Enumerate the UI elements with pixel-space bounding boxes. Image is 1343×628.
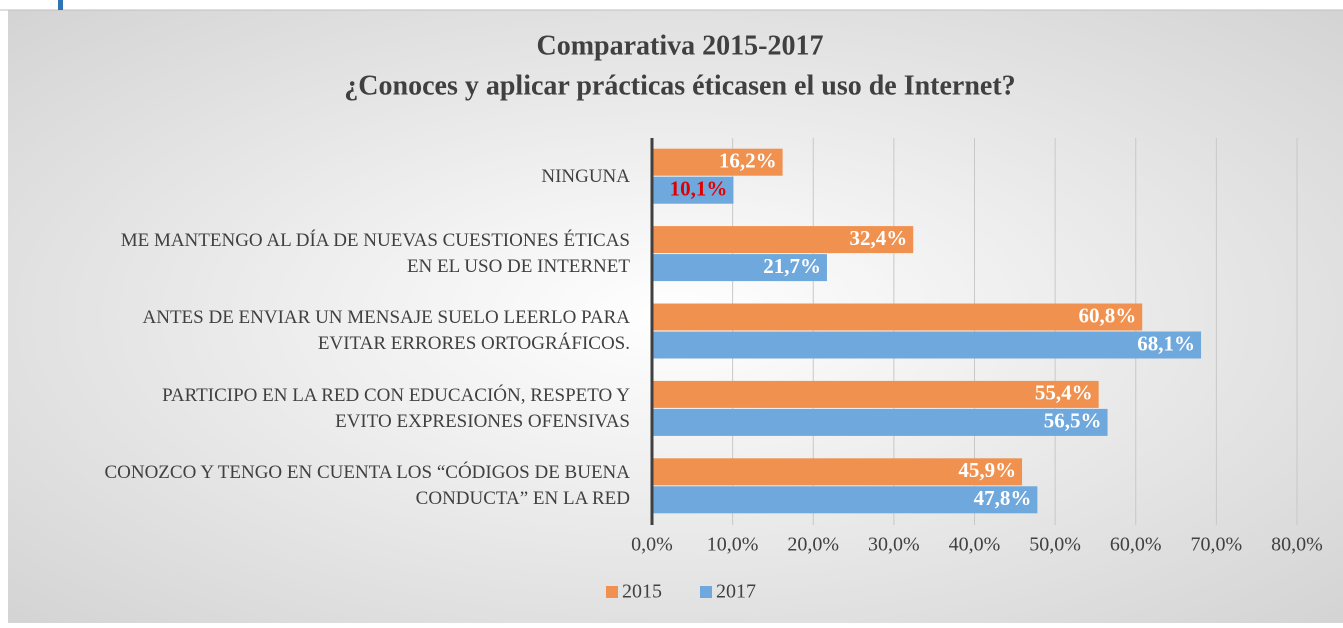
bar bbox=[652, 408, 1108, 436]
x-tick-label: 30,0% bbox=[868, 534, 920, 556]
chart-subtitle: ¿Conoces y aplicar prácticas éticasen el… bbox=[344, 70, 1015, 101]
chart-title: Comparativa 2015-2017 bbox=[537, 30, 824, 61]
top-accent bbox=[58, 0, 63, 10]
legend-label: 2017 bbox=[716, 581, 756, 603]
legend-label: 2015 bbox=[622, 581, 662, 603]
y-tick-label: ANTES DE ENVIAR UN MENSAJE SUELO LEERLO … bbox=[142, 307, 631, 355]
x-tick-label: 20,0% bbox=[787, 534, 839, 556]
bar bbox=[652, 380, 1099, 408]
bar bbox=[652, 226, 914, 254]
value-label: 32,4% bbox=[849, 226, 907, 250]
category-label-box: CONOZCO Y TENGO EN CUENTA LOS “CÓDIGOS D… bbox=[104, 462, 630, 510]
legend-swatch bbox=[700, 586, 712, 598]
bar bbox=[652, 486, 1038, 514]
x-tick-label: 50,0% bbox=[1029, 534, 1081, 556]
x-tick-label: 80,0% bbox=[1271, 534, 1323, 556]
y-tick-label: ME MANTENGO AL DÍA DE NUEVAS CUESTIONES … bbox=[120, 229, 630, 277]
y-tick-label: PARTICIPO EN LA RED CON EDUCACIÓN, RESPE… bbox=[162, 384, 630, 432]
bar bbox=[652, 303, 1143, 331]
x-tick-label: 0,0% bbox=[631, 534, 673, 556]
x-tick-label: 60,0% bbox=[1110, 534, 1162, 556]
value-label: 56,5% bbox=[1044, 409, 1102, 433]
x-tick-label: 10,0% bbox=[707, 534, 759, 556]
value-label: 21,7% bbox=[763, 254, 821, 278]
bar bbox=[652, 254, 827, 282]
category-label-box: NINGUNA bbox=[541, 165, 630, 187]
value-label: 60,8% bbox=[1078, 303, 1136, 327]
x-tick-label: 40,0% bbox=[949, 534, 1001, 556]
legend-swatch bbox=[606, 586, 618, 598]
value-label: 45,9% bbox=[958, 458, 1016, 482]
value-label: 68,1% bbox=[1137, 331, 1195, 355]
value-label: 16,2% bbox=[719, 149, 777, 173]
bar bbox=[652, 148, 783, 176]
bar bbox=[652, 176, 734, 204]
value-label: 55,4% bbox=[1035, 381, 1093, 405]
bar bbox=[652, 331, 1202, 359]
bar bbox=[652, 458, 1023, 486]
x-tick-label: 70,0% bbox=[1191, 534, 1243, 556]
value-label: 47,8% bbox=[974, 486, 1032, 510]
y-tick-label: CONOZCO Y TENGO EN CUENTA LOS “CÓDIGOS D… bbox=[104, 462, 630, 510]
category-label-box: ANTES DE ENVIAR UN MENSAJE SUELO LEERLO … bbox=[142, 307, 631, 355]
category-label-box: ME MANTENGO AL DÍA DE NUEVAS CUESTIONES … bbox=[120, 229, 630, 277]
y-tick-label: NINGUNA bbox=[541, 165, 630, 187]
value-label: 10,1% bbox=[670, 177, 728, 201]
category-label-box: PARTICIPO EN LA RED CON EDUCACIÓN, RESPE… bbox=[162, 384, 630, 432]
